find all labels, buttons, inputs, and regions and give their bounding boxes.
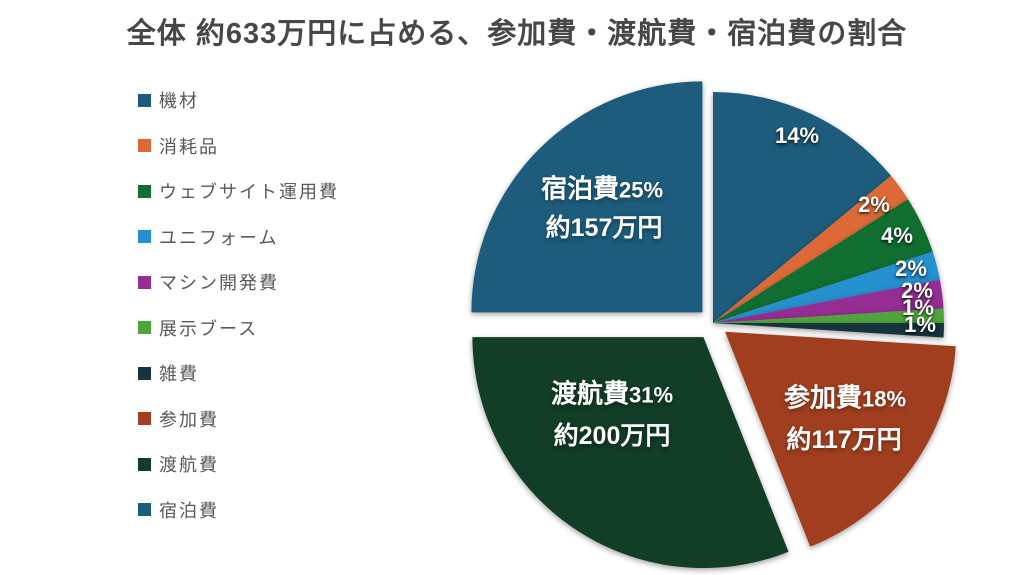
pie-slice-3 (713, 251, 940, 323)
pie-slice-2 (713, 199, 933, 323)
slice-pct-label-kizai: 14% (774, 123, 820, 148)
legend-swatch (138, 503, 151, 516)
legend-label: ユニフォーム (159, 227, 279, 248)
pie-slice-1 (713, 175, 908, 323)
slice-pct-label-zappi: 1% (904, 312, 936, 337)
slice-pct-label-uniform: 2% (895, 256, 927, 281)
pie-slice-5 (713, 308, 944, 323)
legend-label: 渡航費 (159, 455, 219, 475)
callout-tokohi-amount: 約200万円 (553, 422, 671, 450)
legend-swatch (138, 93, 151, 107)
pie-slice-0 (713, 92, 891, 323)
legend-label: 雑費 (159, 364, 199, 384)
callout-sankahi-title: 参加費18% (784, 378, 906, 415)
slice-pct-label-booth: 1% (902, 295, 934, 320)
legend-item: マシン開発費 (138, 269, 339, 295)
legend-label: 展示ブース (159, 318, 259, 339)
legend-item: 渡航費 (138, 451, 339, 477)
callout-tokohi-name: 渡航費 (550, 378, 629, 409)
legend-label: マシン開発費 (159, 273, 279, 293)
legend-swatch (138, 139, 151, 152)
legend-label: ウェブサイト運用費 (159, 182, 339, 202)
legend-item: 消耗品 (138, 133, 339, 159)
legend-item: ウェブサイト運用費 (138, 178, 339, 204)
callout-sankahi-pct: 18% (861, 386, 907, 412)
legend-swatch (138, 184, 151, 198)
pie-slice-7 (725, 331, 956, 547)
callout-tokohi-pct: 31% (628, 382, 674, 408)
legend-swatch (138, 321, 151, 334)
legend-item: 宿泊費 (138, 497, 339, 523)
slice-pct-label-machine: 2% (901, 278, 933, 303)
legend-item: 機材 (138, 87, 339, 113)
pie-slice-4 (713, 279, 944, 323)
callout-shukuhakuhi-amount: 約157万円 (545, 214, 663, 242)
legend-item: ユニフォーム (138, 224, 339, 250)
legend-swatch (138, 275, 151, 289)
callout-shukuhakuhi-pct: 25% (618, 177, 664, 203)
legend-swatch (138, 412, 151, 425)
legend-item: 雑費 (138, 360, 339, 386)
legend-label: 機材 (159, 91, 199, 111)
callout-sankahi-name: 参加費 (783, 382, 862, 413)
legend-label: 参加費 (159, 409, 219, 430)
pie-slice-9 (471, 81, 703, 313)
slice-pct-label-shomohin: 2% (858, 192, 890, 217)
callout-shukuhakuhi-name: 宿泊費 (540, 173, 619, 204)
pie-slice-8 (472, 337, 789, 569)
legend-item: 展示ブース (138, 315, 339, 341)
callout-tokohi-title: 渡航費31% (551, 374, 673, 411)
chart-legend: 機材消耗品ウェブサイト運用費 ユニフォーム マシン開発費 展示ブース雑費参加費渡航費宿… (138, 87, 339, 542)
page-title: 全体 約633万円に占める、参加費・渡航費・宿泊費の割合 (126, 18, 908, 50)
callout-shukuhakuhi-title: 宿泊費25% (541, 169, 663, 206)
slice-pct-label-website: 4% (881, 223, 913, 248)
legend-swatch (138, 230, 151, 243)
legend-item: 参加費 (138, 406, 339, 432)
legend-swatch (138, 366, 151, 380)
legend-swatch (138, 457, 151, 471)
legend-label: 宿泊費 (159, 500, 219, 521)
legend-label: 消耗品 (159, 136, 219, 157)
pie-slice-6 (713, 323, 944, 338)
callout-sankahi-amount: 約117万円 (786, 426, 902, 454)
